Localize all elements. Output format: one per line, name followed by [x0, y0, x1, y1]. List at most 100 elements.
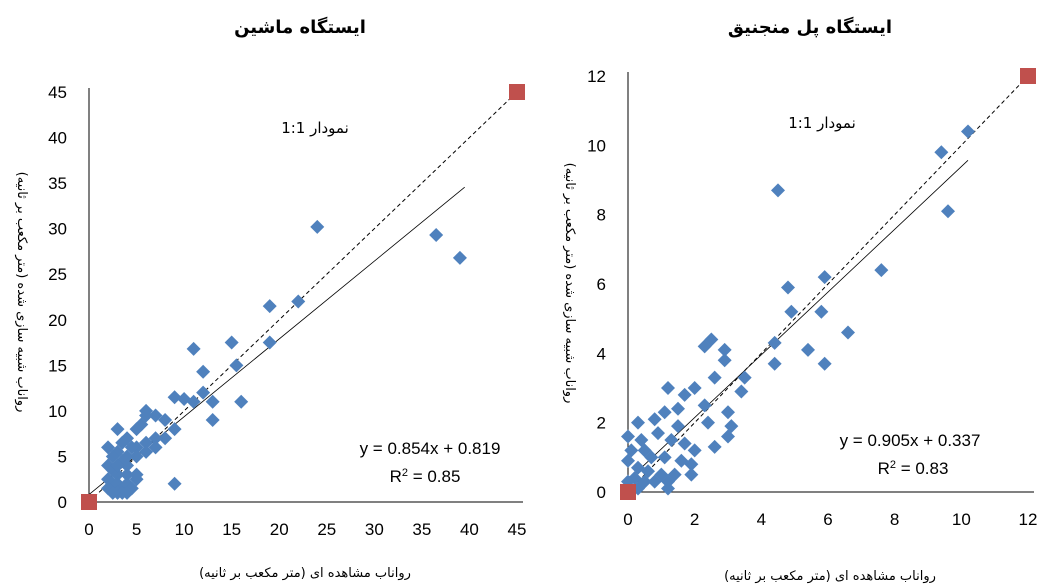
- left-data-point: [110, 458, 125, 473]
- left-data-point: [148, 408, 163, 423]
- right-x-tick-label: 8: [890, 510, 899, 529]
- left-data-point: [234, 394, 249, 409]
- right-data-point: [697, 339, 712, 354]
- right-data-point: [801, 342, 815, 357]
- left-one-to-one-line: [88, 91, 518, 503]
- left-data-point: [148, 431, 163, 446]
- left-y-tick-label: 45: [48, 83, 67, 102]
- right-y-tick-label: 2: [597, 414, 606, 433]
- right-x-tick-label: 4: [757, 510, 766, 529]
- left-y-tick-label: 30: [48, 220, 67, 239]
- right-data-point: [961, 124, 975, 139]
- right-data-point: [721, 429, 735, 444]
- left-reference-marker: [509, 84, 525, 100]
- left-x-tick-label: 40: [460, 520, 479, 539]
- right-data-point: [721, 405, 735, 420]
- right-data-point: [767, 356, 782, 371]
- right-y-axis-label: رواناب شبیه سازی شده (متر مکعب بر ثانیه): [562, 163, 577, 404]
- right-chart-title: ایستگاه پل منجنیق: [728, 16, 892, 38]
- left-data-point: [429, 228, 444, 243]
- left-data-point: [110, 422, 125, 437]
- left-data-point: [291, 294, 306, 309]
- left-chart-title: ایستگاه ماشین: [234, 16, 366, 38]
- right-data-point: [687, 381, 702, 395]
- right-data-point: [657, 405, 672, 420]
- left-data-point: [120, 449, 135, 464]
- right-data-point: [624, 443, 639, 458]
- left-data-point: [310, 219, 325, 234]
- left-data-point: [139, 408, 154, 423]
- right-data-point: [734, 384, 749, 399]
- right-reference-marker: [1020, 68, 1036, 84]
- left-data-point: [129, 472, 144, 487]
- right-data-point: [644, 450, 659, 465]
- right-data-point: [621, 453, 635, 468]
- left-data-point: [205, 413, 220, 427]
- right-data-point: [621, 429, 635, 444]
- left-data-point: [105, 485, 120, 500]
- left-data-point: [129, 422, 144, 437]
- left-data-point: [229, 358, 244, 373]
- left-data-point: [139, 444, 154, 459]
- right-data-point: [724, 419, 739, 434]
- right-r-squared-value: = 0.83: [896, 459, 948, 478]
- right-data-point: [677, 387, 692, 402]
- right-data-point: [717, 353, 732, 368]
- right-data-point: [687, 443, 702, 458]
- right-x-axis-label: رواناب مشاهده ای (متر مکعب بر ثانیه): [724, 569, 936, 584]
- right-data-point: [651, 426, 665, 441]
- left-data-point: [167, 476, 182, 491]
- right-x-tick-label: 12: [1019, 510, 1038, 529]
- left-r-squared-value: = 0.85: [408, 467, 460, 486]
- left-regression-equation: y = 0.854x + 0.819: [360, 439, 501, 458]
- left-y-axis-label: رواناب شبیه سازی شده (متر مکعب بر ثانیه): [14, 172, 29, 413]
- right-x-tick-label: 6: [823, 510, 832, 529]
- right-data-point: [661, 381, 675, 395]
- left-data-point: [196, 385, 211, 400]
- right-data-point: [781, 280, 795, 295]
- left-x-tick-label: 10: [175, 520, 194, 539]
- right-data-point: [661, 481, 675, 496]
- left-data-point: [120, 458, 135, 473]
- right-chart: ایستگاه پل منجنیق 0 2 4 6 8 10 12 0 2 4 6 8 10 12 نمو…: [562, 16, 1037, 584]
- left-x-tick-label: 30: [365, 520, 384, 539]
- right-data-point: [817, 356, 832, 371]
- right-data-point: [784, 304, 799, 319]
- right-x-tick-label: 2: [690, 510, 699, 529]
- left-r-squared-letter: R: [390, 467, 402, 486]
- right-y-tick-label: 8: [597, 206, 606, 225]
- right-data-point: [717, 342, 732, 357]
- right-data-point: [707, 439, 722, 454]
- left-one-to-one-label: نمودار 1:1: [281, 119, 349, 137]
- right-trend-line: [627, 160, 969, 481]
- left-data-point: [224, 335, 239, 350]
- right-data-point: [684, 457, 699, 472]
- right-data-point: [647, 474, 662, 489]
- left-data-point: [186, 394, 201, 409]
- right-data-point: [634, 433, 649, 447]
- right-data-point: [641, 464, 655, 479]
- right-data-point: [631, 415, 645, 430]
- left-y-tick-label: 15: [48, 356, 67, 375]
- right-data-point: [814, 304, 829, 319]
- left-y-tick-label: 5: [58, 447, 67, 466]
- left-data-point: [186, 341, 201, 356]
- right-one-to-one-label: نمودار 1:1: [788, 114, 856, 132]
- right-r-squared-letter: R: [878, 459, 890, 478]
- left-data-point: [120, 485, 135, 500]
- left-data-point: [262, 335, 277, 350]
- right-y-tick-label: 10: [587, 136, 606, 155]
- right-data-point: [697, 398, 712, 413]
- right-regression-equation: y = 0.905x + 0.337: [840, 431, 981, 450]
- left-data-point: [158, 413, 173, 427]
- left-y-tick-label: 35: [48, 174, 67, 193]
- right-data-point: [701, 415, 715, 430]
- left-y-tick-label: 40: [48, 129, 67, 148]
- right-x-tick-label: 0: [623, 510, 632, 529]
- left-chart: ایستگاه ماشین 0 5 10 15 20 25 30 35 40 45 0 5 10 15 20…: [14, 16, 526, 581]
- left-data-point: [205, 394, 220, 409]
- left-data-point: [158, 431, 173, 446]
- right-data-point: [767, 335, 782, 350]
- left-data-point: [120, 467, 135, 482]
